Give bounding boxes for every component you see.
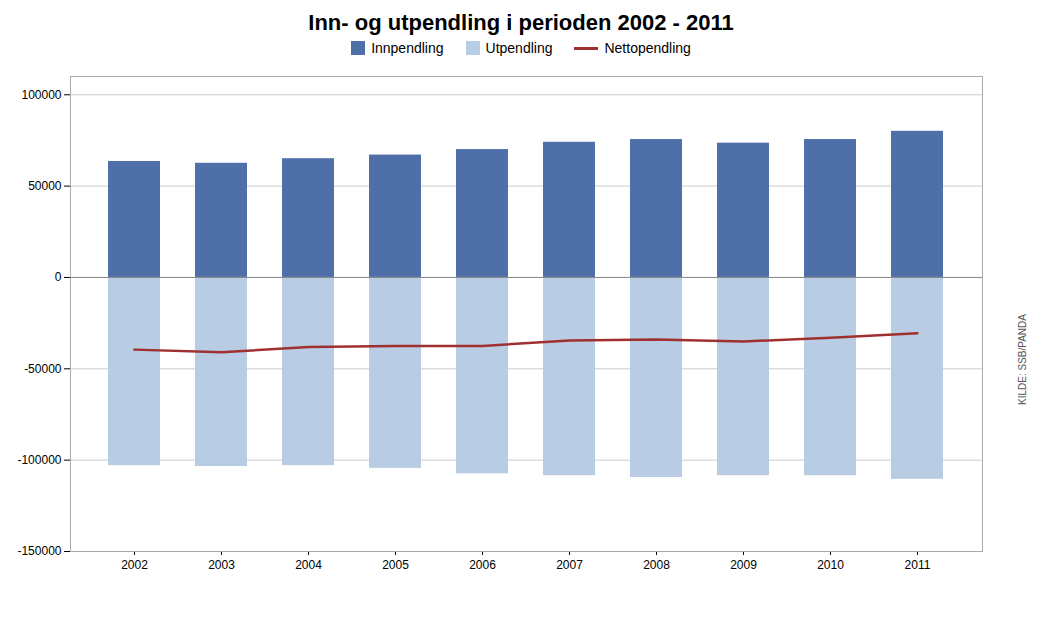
- svg-text:2002: 2002: [121, 558, 148, 572]
- svg-text:2010: 2010: [817, 558, 844, 572]
- svg-text:-150000: -150000: [17, 544, 61, 558]
- svg-text:-100000: -100000: [17, 453, 61, 467]
- svg-text:KILDE: SSB/PANDA: KILDE: SSB/PANDA: [1017, 314, 1028, 405]
- html-text:Utpendling: Utpendling: [485, 40, 553, 56]
- svg-text:2004: 2004: [295, 558, 322, 572]
- svg-text:2011: 2011: [905, 558, 931, 572]
- svg-text:0: 0: [55, 270, 62, 284]
- svg-text:100000: 100000: [21, 88, 61, 102]
- svg-text:-50000: -50000: [24, 362, 62, 376]
- html-text:Inn- og utpendling i perioden: Inn- og utpendling i perioden 2002 - 201…: [308, 10, 734, 35]
- svg-text:2003: 2003: [208, 558, 235, 572]
- svg-text:2007: 2007: [556, 558, 583, 572]
- svg-text:50000: 50000: [28, 179, 62, 193]
- svg-text:2005: 2005: [382, 558, 409, 572]
- svg-text:2006: 2006: [469, 558, 496, 572]
- html-text:Innpendling: Innpendling: [371, 40, 444, 56]
- svg-text:2008: 2008: [643, 558, 670, 572]
- html-text:Nettopendling: Nettopendling: [604, 40, 691, 56]
- svg-text:2009: 2009: [730, 558, 757, 572]
